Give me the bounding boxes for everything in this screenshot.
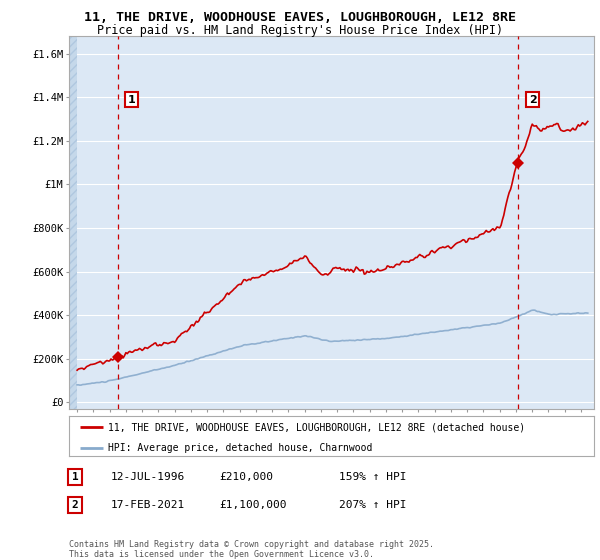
Text: 1: 1 xyxy=(71,472,79,482)
Text: 11, THE DRIVE, WOODHOUSE EAVES, LOUGHBOROUGH, LE12 8RE (detached house): 11, THE DRIVE, WOODHOUSE EAVES, LOUGHBOR… xyxy=(109,422,526,432)
Text: £1,100,000: £1,100,000 xyxy=(219,500,287,510)
Text: Contains HM Land Registry data © Crown copyright and database right 2025.
This d: Contains HM Land Registry data © Crown c… xyxy=(69,540,434,559)
Text: 11, THE DRIVE, WOODHOUSE EAVES, LOUGHBOROUGH, LE12 8RE: 11, THE DRIVE, WOODHOUSE EAVES, LOUGHBOR… xyxy=(84,11,516,24)
Text: 1: 1 xyxy=(127,95,135,105)
Text: 17-FEB-2021: 17-FEB-2021 xyxy=(111,500,185,510)
Text: 2: 2 xyxy=(71,500,79,510)
Bar xyxy=(69,36,77,409)
Text: HPI: Average price, detached house, Charnwood: HPI: Average price, detached house, Char… xyxy=(109,442,373,452)
Text: 207% ↑ HPI: 207% ↑ HPI xyxy=(339,500,407,510)
Text: £210,000: £210,000 xyxy=(219,472,273,482)
Text: 12-JUL-1996: 12-JUL-1996 xyxy=(111,472,185,482)
Text: Price paid vs. HM Land Registry's House Price Index (HPI): Price paid vs. HM Land Registry's House … xyxy=(97,24,503,36)
Text: 2: 2 xyxy=(529,95,536,105)
Text: 159% ↑ HPI: 159% ↑ HPI xyxy=(339,472,407,482)
